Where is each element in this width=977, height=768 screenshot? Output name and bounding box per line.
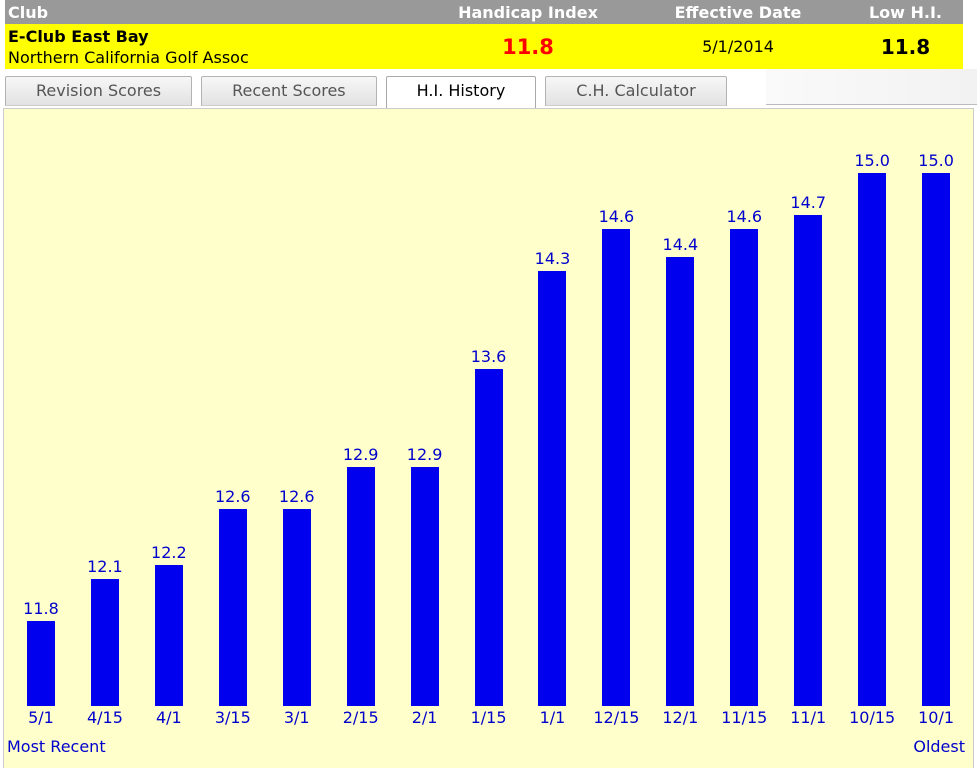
club-name: E-Club East Bay xyxy=(8,26,149,46)
x-axis-label: 3/1 xyxy=(283,708,310,727)
bar-column: 12.9 xyxy=(329,445,393,706)
column-header-club: Club xyxy=(8,2,49,22)
club-info-cell: E-Club East Bay Northern California Golf… xyxy=(5,26,428,68)
footnote-most-recent: Most Recent xyxy=(7,737,106,756)
bar-value-label: 12.9 xyxy=(342,445,379,464)
bar-value-label: 14.4 xyxy=(662,235,699,254)
handicap-index-value: 11.8 xyxy=(502,34,554,59)
column-header-handicap-index: Handicap Index xyxy=(458,2,598,22)
column-header-effective-date: Effective Date xyxy=(674,2,802,22)
tab-h-i-history[interactable]: H.I. History xyxy=(385,76,537,110)
bar-value-label: 12.6 xyxy=(214,487,251,506)
bar-column: 14.4 xyxy=(648,235,712,706)
x-axis-label: 1/15 xyxy=(470,708,507,727)
x-axis-label: 11/1 xyxy=(790,708,827,727)
member-header-table: Club Handicap Index Effective Date Low H… xyxy=(5,0,963,69)
bar-column: 15.0 xyxy=(840,151,904,706)
bar-column: 12.1 xyxy=(73,557,137,706)
bar-column: 12.6 xyxy=(265,487,329,706)
bar xyxy=(90,579,119,706)
bar-column: 11.8 xyxy=(9,599,73,706)
x-axis-label: 1/1 xyxy=(539,708,566,727)
footnote-oldest: Oldest xyxy=(913,737,965,756)
x-axis-label: 2/15 xyxy=(342,708,379,727)
bar xyxy=(730,229,759,706)
bar-value-label: 15.0 xyxy=(854,151,890,170)
bar-column: 13.6 xyxy=(457,347,521,706)
bar-column: 14.3 xyxy=(521,249,585,706)
bar xyxy=(218,509,247,706)
bar-column: 14.6 xyxy=(584,207,648,706)
member-info-row: E-Club East Bay Northern California Golf… xyxy=(5,24,963,69)
club-association: Northern California Golf Assoc xyxy=(8,47,249,67)
bar-column: 15.0 xyxy=(904,151,968,706)
hi-history-bar-chart: 11.8 12.1 12.2 12.6 12.6 12.9 12.9 13.6 14.3 14.6… xyxy=(3,108,974,768)
x-axis-label: 2/1 xyxy=(411,708,438,727)
bar-column: 12.2 xyxy=(137,543,201,706)
tab-strip: Revision Scores Recent Scores H.I. History… xyxy=(0,69,977,110)
tab-revision-scores[interactable]: Revision Scores xyxy=(5,76,193,106)
bar-column: 12.9 xyxy=(393,445,457,706)
bar-value-label: 15.0 xyxy=(918,151,954,170)
bar xyxy=(602,229,631,706)
tab-c-h-calculator[interactable]: C.H. Calculator xyxy=(545,76,727,106)
bar-value-label: 11.8 xyxy=(23,599,59,618)
low-hi-value: 11.8 xyxy=(880,34,931,59)
bar-column: 14.6 xyxy=(712,207,776,706)
chart-footer: Most Recent Oldest xyxy=(4,727,973,756)
bar xyxy=(666,257,695,706)
bar-column: 12.6 xyxy=(201,487,265,706)
bar xyxy=(26,621,55,706)
x-axis-label: 4/15 xyxy=(86,708,123,727)
column-header-low-hi: Low H.I. xyxy=(868,2,943,22)
x-axis-label: 12/15 xyxy=(593,708,640,727)
bar-value-label: 13.6 xyxy=(470,347,507,366)
tab-recent-scores[interactable]: Recent Scores xyxy=(201,76,377,106)
bar xyxy=(154,565,183,706)
chart-plot-area: 11.8 12.1 12.2 12.6 12.6 12.9 12.9 13.6 14.3 14.6… xyxy=(4,109,973,706)
x-axis-label: 10/15 xyxy=(849,708,896,727)
tab-strip-right-filler xyxy=(766,69,977,105)
effective-date-value: 5/1/2014 xyxy=(702,37,774,56)
tabs-holder: Revision Scores Recent Scores H.I. History… xyxy=(5,76,727,110)
bar xyxy=(410,467,439,706)
bar-value-label: 12.6 xyxy=(278,487,315,506)
x-axis-label: 4/1 xyxy=(155,708,182,727)
chart-x-axis-labels: 5/1 4/15 4/1 3/15 3/1 2/15 2/1 1/15 1/1 12/15 12/1… xyxy=(4,706,973,727)
x-axis-label: 12/1 xyxy=(662,708,699,727)
bar xyxy=(282,509,311,706)
x-axis-label: 11/15 xyxy=(721,708,768,727)
bar-value-label: 14.7 xyxy=(790,193,827,212)
bar xyxy=(858,173,887,706)
bar xyxy=(922,173,951,706)
bar xyxy=(346,467,375,706)
bar-value-label: 14.3 xyxy=(534,249,571,268)
x-axis-label: 5/1 xyxy=(28,708,54,727)
bar xyxy=(474,369,503,706)
bar-value-label: 12.1 xyxy=(87,557,123,576)
bar-column: 14.7 xyxy=(776,193,840,706)
bar xyxy=(538,271,567,706)
bar-value-label: 14.6 xyxy=(598,207,635,226)
bar-value-label: 12.2 xyxy=(151,543,187,562)
bar-value-label: 12.9 xyxy=(406,445,443,464)
bar xyxy=(794,215,823,706)
header-columns-row: Club Handicap Index Effective Date Low H… xyxy=(5,0,963,24)
x-axis-label: 3/15 xyxy=(214,708,251,727)
bar-value-label: 14.6 xyxy=(726,207,763,226)
x-axis-label: 10/1 xyxy=(918,708,955,727)
